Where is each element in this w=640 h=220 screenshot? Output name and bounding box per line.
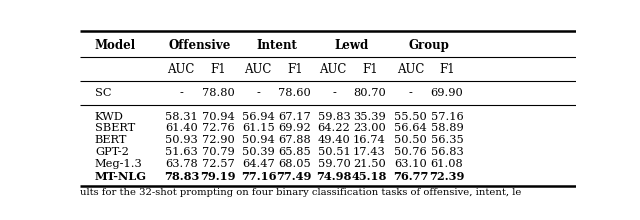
Text: SC: SC	[95, 88, 111, 98]
Text: ults for the 32-shot prompting on four binary classification tasks of offensive,: ults for the 32-shot prompting on four b…	[80, 188, 522, 197]
Text: 65.85: 65.85	[278, 147, 310, 157]
Text: -: -	[332, 88, 336, 98]
Text: -: -	[409, 88, 413, 98]
Text: 77.49: 77.49	[276, 171, 312, 182]
Text: 23.00: 23.00	[353, 123, 385, 133]
Text: 56.83: 56.83	[431, 147, 463, 157]
Text: 61.40: 61.40	[165, 123, 198, 133]
Text: F1: F1	[210, 62, 226, 76]
Text: F1: F1	[362, 62, 378, 76]
Text: 74.98: 74.98	[316, 171, 351, 182]
Text: KWD: KWD	[95, 112, 124, 121]
Text: 45.18: 45.18	[351, 171, 387, 182]
Text: Model: Model	[95, 39, 136, 52]
Text: Group: Group	[408, 39, 449, 52]
Text: -: -	[257, 88, 260, 98]
Text: 64.47: 64.47	[242, 159, 275, 169]
Text: AUC: AUC	[397, 62, 424, 76]
Text: 56.64: 56.64	[394, 123, 428, 133]
Text: 77.16: 77.16	[241, 171, 276, 182]
Text: AUC: AUC	[319, 62, 347, 76]
Text: AUC: AUC	[244, 62, 272, 76]
Text: F1: F1	[287, 62, 303, 76]
Text: 72.39: 72.39	[429, 171, 465, 182]
Text: 57.16: 57.16	[431, 112, 463, 121]
Text: MT-NLG: MT-NLG	[95, 171, 147, 182]
Text: 50.50: 50.50	[394, 135, 428, 145]
Text: 50.93: 50.93	[165, 135, 198, 145]
Text: Lewd: Lewd	[334, 39, 369, 52]
Text: F1: F1	[439, 62, 455, 76]
Text: Offensive: Offensive	[168, 39, 231, 52]
Text: 78.83: 78.83	[164, 171, 200, 182]
Text: 64.22: 64.22	[317, 123, 350, 133]
Text: 58.31: 58.31	[165, 112, 198, 121]
Text: 56.94: 56.94	[242, 112, 275, 121]
Text: 51.63: 51.63	[165, 147, 198, 157]
Text: 69.92: 69.92	[278, 123, 310, 133]
Text: 79.19: 79.19	[200, 171, 236, 182]
Text: 50.94: 50.94	[242, 135, 275, 145]
Text: 67.17: 67.17	[278, 112, 310, 121]
Text: 63.78: 63.78	[165, 159, 198, 169]
Text: 70.94: 70.94	[202, 112, 234, 121]
Text: AUC: AUC	[168, 62, 195, 76]
Text: 35.39: 35.39	[353, 112, 385, 121]
Text: 72.57: 72.57	[202, 159, 234, 169]
Text: Intent: Intent	[256, 39, 297, 52]
Text: 61.08: 61.08	[431, 159, 463, 169]
Text: 80.70: 80.70	[353, 88, 385, 98]
Text: 16.74: 16.74	[353, 135, 385, 145]
Text: 78.60: 78.60	[278, 88, 310, 98]
Text: 17.43: 17.43	[353, 147, 385, 157]
Text: 49.40: 49.40	[317, 135, 350, 145]
Text: -: -	[180, 88, 184, 98]
Text: GPT-2: GPT-2	[95, 147, 129, 157]
Text: 50.76: 50.76	[394, 147, 428, 157]
Text: 72.76: 72.76	[202, 123, 234, 133]
Text: SBERT: SBERT	[95, 123, 135, 133]
Text: 55.50: 55.50	[394, 112, 428, 121]
Text: 59.83: 59.83	[317, 112, 350, 121]
Text: 69.90: 69.90	[431, 88, 463, 98]
Text: 68.05: 68.05	[278, 159, 310, 169]
Text: 78.80: 78.80	[202, 88, 234, 98]
Text: 61.15: 61.15	[242, 123, 275, 133]
Text: 56.35: 56.35	[431, 135, 463, 145]
Text: 67.88: 67.88	[278, 135, 310, 145]
Text: 58.89: 58.89	[431, 123, 463, 133]
Text: 70.79: 70.79	[202, 147, 234, 157]
Text: 76.77: 76.77	[393, 171, 429, 182]
Text: 72.90: 72.90	[202, 135, 234, 145]
Text: 50.51: 50.51	[317, 147, 350, 157]
Text: 21.50: 21.50	[353, 159, 385, 169]
Text: 63.10: 63.10	[394, 159, 428, 169]
Text: 50.39: 50.39	[242, 147, 275, 157]
Text: Meg-1.3: Meg-1.3	[95, 159, 143, 169]
Text: BERT: BERT	[95, 135, 127, 145]
Text: 59.70: 59.70	[317, 159, 350, 169]
